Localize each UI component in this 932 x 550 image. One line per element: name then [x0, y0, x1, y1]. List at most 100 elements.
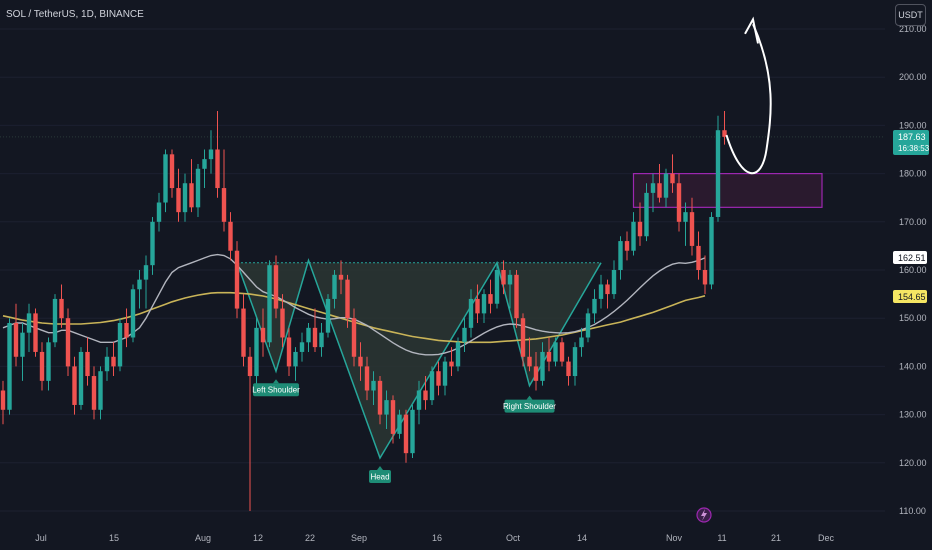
candle [59, 284, 64, 328]
candle-body [319, 332, 324, 348]
candle [65, 308, 71, 377]
candle [598, 274, 604, 309]
candle [572, 342, 578, 386]
pattern-label: Right Shoulder [503, 395, 556, 413]
candle [345, 274, 350, 328]
candle [293, 347, 298, 381]
pattern-outline [236, 257, 602, 460]
pattern-label-pointer [273, 379, 279, 384]
candle [384, 390, 389, 430]
projection-arrowhead [744, 16, 759, 44]
resistance-zone [632, 173, 823, 208]
candle [98, 366, 103, 420]
symbol-title: SOL / TetherUS, 1D, BINANCE [6, 9, 144, 20]
candle [85, 337, 90, 386]
candle [358, 342, 363, 381]
candle-body [163, 154, 168, 203]
candle [611, 260, 617, 299]
x-tick-label: 16 [432, 533, 442, 543]
pattern-label-bg [369, 469, 391, 483]
pattern-labels: Left Shoulder Head Right Shoulder [252, 379, 556, 483]
candle-body [501, 270, 506, 285]
candle-body [91, 376, 97, 410]
candle [585, 308, 591, 343]
candle-body [364, 366, 370, 391]
candle [364, 356, 370, 401]
candle-body [59, 298, 64, 319]
x-tick-label: Oct [506, 533, 521, 543]
candle-body [696, 245, 701, 270]
candle-body [553, 342, 558, 362]
currency-button[interactable]: USDT [895, 4, 926, 26]
candle [559, 337, 565, 367]
pattern-label-bg [504, 399, 555, 413]
candle [91, 366, 97, 420]
candle [215, 110, 220, 198]
candle [208, 130, 214, 174]
candle [260, 308, 266, 357]
pattern-label-bg [253, 383, 299, 397]
ma-slow-tag-text: 154.65 [898, 292, 926, 302]
candle-body [182, 183, 188, 213]
candle [631, 212, 636, 256]
candle-body [371, 380, 376, 391]
candle [722, 110, 727, 145]
candle-body [208, 149, 214, 160]
candle [481, 289, 487, 324]
candle-body [585, 313, 591, 338]
candle-body [520, 318, 526, 357]
candle [306, 323, 311, 352]
candle [442, 356, 448, 396]
candle-body [488, 294, 493, 304]
candles-layer [0, 110, 727, 511]
candle-body [572, 347, 578, 377]
candle-body [559, 342, 565, 362]
candle-body [384, 400, 389, 415]
candle-body [358, 356, 363, 367]
candle [325, 294, 331, 338]
candle-body [325, 298, 331, 333]
candle-body [689, 212, 695, 246]
candle-body [631, 221, 636, 251]
candle [111, 342, 116, 377]
candle-body [137, 279, 142, 290]
candle [241, 294, 246, 367]
pattern-label-pointer [526, 395, 533, 400]
candle [416, 380, 422, 425]
candle-body [228, 221, 233, 251]
candle-body [566, 361, 571, 377]
x-tick-label: 12 [253, 533, 263, 543]
candle [533, 351, 539, 391]
y-tick-label: 130.00 [899, 410, 927, 420]
candle [423, 376, 428, 410]
candle [228, 212, 233, 261]
candle-body [637, 221, 643, 237]
candle-body [514, 274, 519, 319]
price-axis[interactable]: 110.00 120.00 130.00 140.00 150.00 160.00 170.… [899, 24, 927, 516]
candle [592, 289, 597, 324]
y-tick-label: 210.00 [899, 24, 927, 34]
candle-body [507, 274, 513, 285]
time-axis[interactable]: Jul 15 Aug 12 22 Sep 16 Oct 14 Nov 11 21 Dec [35, 533, 834, 543]
x-tick-label: 15 [109, 533, 119, 543]
x-tick-label: Dec [818, 533, 835, 543]
candle-body [202, 159, 207, 169]
y-tick-label: 110.00 [899, 506, 926, 516]
candle-body [423, 390, 428, 401]
candle-body [299, 342, 305, 352]
candle [501, 260, 506, 295]
x-tick-label: Aug [195, 533, 211, 543]
candle-body [312, 327, 318, 348]
candle [527, 337, 532, 372]
candle-body [260, 327, 266, 343]
candle-body [195, 168, 201, 208]
candle-body [624, 241, 630, 251]
candle-body [377, 380, 383, 415]
x-tick-label: Sep [351, 533, 367, 543]
pattern-label-text: Head [370, 472, 389, 481]
candle-body [221, 188, 227, 222]
pattern-label-text: Right Shoulder [503, 402, 556, 411]
candle-body [579, 337, 584, 348]
candle-body [150, 221, 155, 266]
